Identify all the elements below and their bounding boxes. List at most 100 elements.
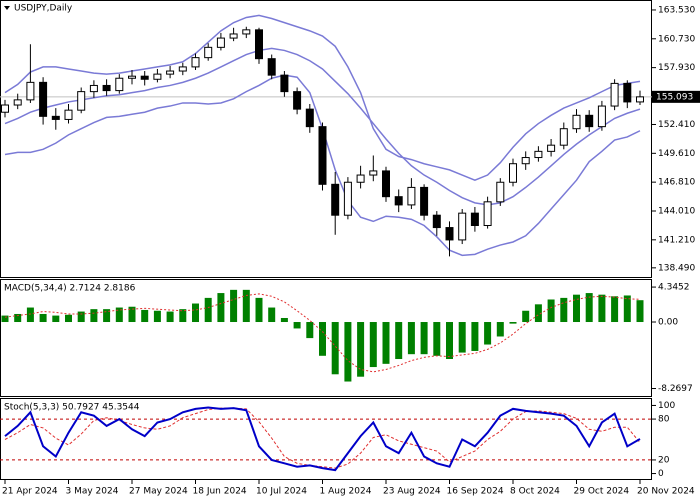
y-tick-label: 138.490: [658, 263, 695, 273]
price-tag-label: 155.093: [656, 92, 693, 102]
x-tick-label: 3 May 2024: [66, 487, 119, 497]
y-tick-label: 146.810: [658, 178, 695, 188]
stoch-main: [4, 406, 641, 472]
candle-body: [293, 91, 302, 110]
candle-body: [153, 73, 162, 80]
candle-body: [610, 82, 619, 107]
macd-bar: [179, 309, 187, 323]
candle-body: [128, 75, 136, 79]
y-tick-label: 0: [658, 469, 664, 479]
candle-body: [89, 84, 98, 93]
macd-bar: [598, 294, 606, 323]
y-tick-label: 157.930: [658, 63, 695, 73]
macd-bar: [369, 322, 377, 368]
candle-body: [13, 99, 22, 106]
macd-bar: [128, 306, 136, 323]
macd-bar: [14, 313, 22, 323]
candle-body: [369, 170, 378, 176]
macd-bar: [534, 304, 542, 323]
candle-body: [407, 186, 416, 206]
x-tick-label: 10 Jul 2024: [256, 487, 307, 497]
macd-bar: [153, 310, 161, 323]
candle-body: [1, 104, 9, 113]
symbol-icon: [4, 6, 10, 10]
candle-body: [115, 77, 124, 92]
y-tick-label: 80: [658, 415, 670, 425]
candle-body: [51, 115, 60, 120]
x-tick-label: 8 Oct 2024: [510, 487, 560, 497]
macd-bar: [242, 289, 250, 323]
macd-bar: [420, 322, 428, 355]
macd-bar: [522, 310, 530, 323]
macd-bar: [585, 293, 593, 323]
candle-body: [318, 126, 327, 185]
macd-bar: [39, 313, 47, 323]
candle-body: [178, 66, 187, 72]
candle-body: [102, 84, 111, 92]
macd-bar: [319, 322, 326, 356]
candle-body: [420, 186, 429, 216]
candle-body: [534, 150, 543, 159]
x-tick-label: 27 May 2024: [129, 487, 188, 497]
candle-body: [267, 58, 276, 76]
x-tick-label: 21 Apr 2024: [2, 487, 58, 497]
y-tick-label: 20: [658, 455, 670, 465]
x-tick-label: 23 Aug 2024: [383, 487, 441, 497]
candle-body: [64, 109, 73, 120]
band-middle: [4, 47, 641, 206]
macd-bar: [141, 309, 149, 323]
macd-bar: [1, 315, 9, 323]
macd-title: MACD(5,34,4) 2.7124 2.8186: [4, 284, 136, 294]
macd-bar: [484, 322, 492, 345]
candle-body: [432, 214, 441, 229]
macd-bar: [547, 299, 555, 323]
candle-body: [204, 46, 213, 59]
macd-bar: [280, 317, 288, 323]
candle-body: [394, 196, 403, 206]
candle-body: [382, 170, 390, 198]
x-tick-label: 29 Oct 2024: [574, 487, 630, 497]
candle-body: [166, 70, 175, 75]
candle-body: [623, 82, 632, 103]
candle-body: [216, 37, 225, 48]
candle-body: [242, 29, 251, 35]
x-tick-label: 16 Sep 2024: [447, 487, 504, 497]
y-tick-label: 100: [658, 401, 675, 411]
stoch-title: Stoch(5,3,3) 50.7927 45.3544: [4, 403, 140, 413]
macd-bar: [509, 322, 517, 324]
candle-body: [572, 114, 581, 130]
macd-bar: [471, 322, 479, 351]
candle-body: [597, 105, 606, 128]
macd-bar: [77, 311, 85, 323]
y-tick-label: 0.00: [658, 318, 678, 328]
candle-body: [305, 108, 314, 128]
macd-bar: [458, 322, 466, 353]
x-tick-label: 1 Aug 2024: [320, 487, 372, 497]
macd-bar: [496, 322, 504, 337]
macd-bar: [255, 297, 263, 323]
macd-bar: [395, 322, 403, 360]
candle-body: [509, 163, 517, 183]
macd-bar: [268, 307, 276, 323]
candle-body: [191, 57, 200, 68]
macd-bar: [217, 293, 225, 323]
macd-bar: [103, 309, 111, 323]
macd-bar: [636, 300, 644, 323]
macd-bar: [573, 294, 580, 323]
macd-bar: [26, 307, 34, 323]
candle-body: [39, 81, 48, 117]
candle-body: [140, 75, 149, 80]
macd-bar: [623, 295, 631, 323]
macd-bar: [306, 322, 314, 339]
chart-title: USDJPY,Daily: [14, 4, 73, 14]
y-tick-label: 152.410: [658, 120, 695, 130]
band-upper: [4, 14, 641, 182]
macd-bar: [382, 322, 390, 364]
candle-body: [343, 181, 352, 216]
candle-body: [26, 81, 35, 101]
candle-body: [585, 114, 594, 128]
y-tick-label: 144.010: [658, 206, 695, 216]
macd-bar: [357, 322, 365, 377]
candle-body: [521, 157, 530, 165]
price-tag: [652, 90, 700, 103]
